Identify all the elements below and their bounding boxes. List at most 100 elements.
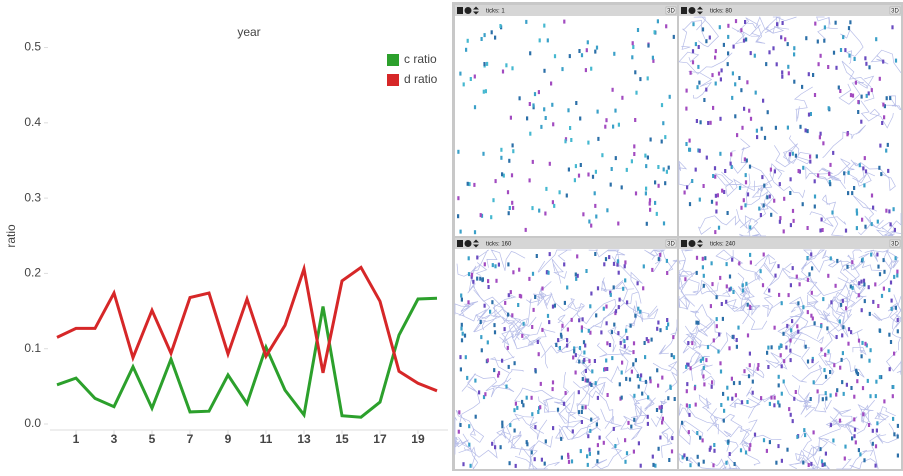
agent <box>819 447 821 451</box>
agent <box>587 40 589 44</box>
agent <box>844 445 846 449</box>
agent <box>588 359 590 363</box>
agent <box>711 261 713 265</box>
agent <box>825 375 827 379</box>
agent <box>666 170 668 174</box>
icon[interactable] <box>457 7 463 14</box>
agent <box>823 39 825 43</box>
agent <box>461 338 463 342</box>
agent <box>659 406 661 410</box>
agent <box>813 430 815 434</box>
agent <box>725 461 727 465</box>
agent <box>747 303 749 307</box>
agent <box>589 429 591 433</box>
chart-title: year <box>237 25 260 39</box>
icon[interactable] <box>465 240 472 247</box>
agent <box>805 36 807 40</box>
agent <box>811 359 813 363</box>
agent <box>481 37 483 41</box>
agent <box>769 440 771 444</box>
agent <box>659 436 661 440</box>
agent <box>484 304 486 308</box>
agent <box>525 20 527 24</box>
agent <box>842 325 844 329</box>
agent <box>580 163 582 167</box>
agent <box>781 301 783 305</box>
agent <box>830 256 832 260</box>
agent <box>703 460 705 464</box>
agent <box>540 382 542 386</box>
agent <box>750 51 752 55</box>
agent <box>718 226 720 230</box>
agent <box>514 429 516 433</box>
view-label[interactable]: 3D <box>891 242 899 248</box>
agent <box>690 71 692 75</box>
agent <box>661 140 663 144</box>
agent <box>711 282 713 286</box>
agent <box>810 112 812 116</box>
agent <box>824 462 826 466</box>
agent <box>861 95 863 99</box>
agent <box>846 383 848 387</box>
agent <box>702 27 704 31</box>
agent <box>468 443 470 447</box>
agent <box>559 190 561 194</box>
agent <box>814 321 816 325</box>
agent <box>890 281 892 285</box>
agent <box>647 44 649 48</box>
agent <box>627 421 629 425</box>
view-label[interactable]: 3D <box>667 9 675 15</box>
agent <box>533 308 535 312</box>
agent <box>729 275 731 279</box>
agent <box>610 293 612 297</box>
icon[interactable] <box>465 7 472 14</box>
agent <box>775 461 777 465</box>
agent <box>632 362 634 366</box>
agent <box>775 126 777 130</box>
agent <box>833 363 835 367</box>
agent <box>709 36 711 40</box>
agent <box>689 139 691 143</box>
agent <box>777 264 779 268</box>
agent <box>581 420 583 424</box>
agent <box>526 440 528 444</box>
agent <box>850 93 852 97</box>
agent <box>617 259 619 263</box>
agent <box>460 230 462 234</box>
agent <box>852 94 854 98</box>
agent <box>574 178 576 182</box>
agent <box>807 226 809 230</box>
agent <box>626 336 628 340</box>
agent <box>835 21 837 25</box>
agent <box>613 427 615 431</box>
agent <box>736 133 738 137</box>
agent <box>624 460 626 464</box>
agent <box>743 39 745 43</box>
y-tick-label: 0.5 <box>24 40 41 54</box>
agent <box>805 345 807 349</box>
view-label[interactable]: 3D <box>667 242 675 248</box>
icon[interactable] <box>681 240 687 247</box>
agent <box>517 303 519 307</box>
agent <box>581 406 583 410</box>
agent <box>842 35 844 39</box>
agent <box>802 202 804 206</box>
agent <box>688 430 690 434</box>
agent <box>468 424 470 428</box>
icon[interactable] <box>681 7 687 14</box>
agent <box>745 173 747 177</box>
agent <box>529 132 531 136</box>
agent <box>666 259 668 263</box>
agent <box>761 127 763 131</box>
agent <box>784 37 786 41</box>
icon[interactable] <box>689 240 696 247</box>
world <box>455 16 677 236</box>
icon[interactable] <box>689 7 696 14</box>
icon[interactable] <box>457 240 463 247</box>
agent <box>500 156 502 160</box>
agent <box>704 256 706 260</box>
agent <box>720 370 722 374</box>
agent <box>638 441 640 445</box>
view-label[interactable]: 3D <box>891 9 899 15</box>
agent <box>659 328 661 332</box>
